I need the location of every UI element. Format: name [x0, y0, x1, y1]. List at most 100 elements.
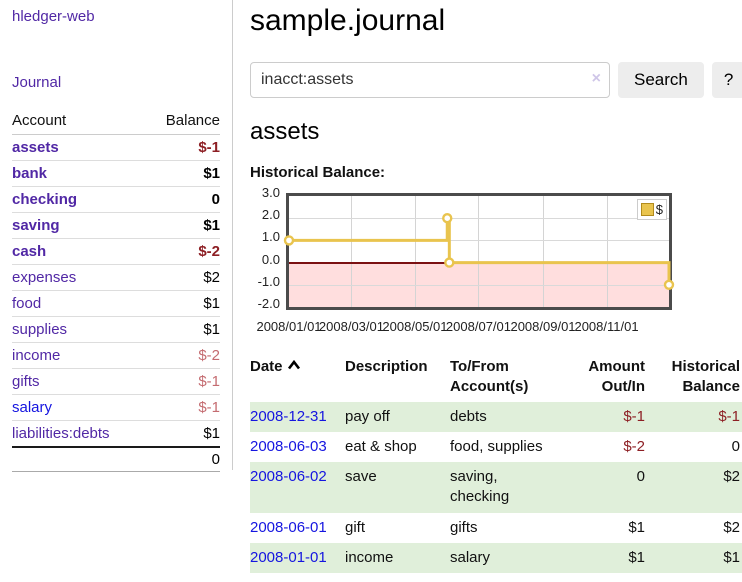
search-button[interactable]: Search	[618, 62, 704, 98]
accounts-header-balance: Balance	[145, 108, 220, 135]
main-content: sample.journal × Search ? assets Histori…	[233, 0, 742, 582]
transaction-date-link[interactable]: 2008-12-31	[250, 407, 327, 425]
transaction-balance: $2	[723, 468, 740, 485]
account-balance: $-1	[145, 134, 220, 161]
transaction-balance: $2	[723, 518, 740, 536]
account-link-bank[interactable]: bank	[12, 165, 48, 182]
account-balance: $1	[145, 420, 220, 448]
account-row: assets $-1	[12, 134, 220, 161]
app-brand-link[interactable]: hledger-web	[12, 8, 95, 25]
account-link-cash[interactable]: cash	[12, 243, 47, 260]
transaction-amount: 0	[636, 468, 645, 485]
legend-label: $	[655, 202, 663, 217]
transaction-date-link[interactable]: 2008-06-03	[250, 437, 327, 455]
register-row: 2008-06-01 gift gifts $1 $2	[250, 513, 742, 543]
account-row: income $-2	[12, 342, 220, 369]
transaction-description: income	[345, 548, 394, 566]
historical-balance-chart: 3.0 2.0 1.0 0.0 -1.0 -2.0 $ 2008/01/01 2008/03…	[250, 185, 742, 339]
chart-x-tick-label: 2008/01/01	[256, 319, 322, 334]
account-balance: $1	[145, 290, 220, 317]
account-balance: $1	[145, 160, 220, 187]
account-row: liabilities:debts $1	[12, 420, 220, 448]
account-balance: $2	[145, 264, 220, 291]
account-row: saving $1	[12, 212, 220, 239]
account-link-supplies[interactable]: supplies	[12, 321, 68, 338]
register-row: 2008-01-01 income salary $1 $1	[250, 542, 742, 573]
register-row: 2008-12-31 pay off debts $-1 $-1	[250, 401, 742, 432]
sidebar: hledger-web Journal Account Balance asse…	[0, 0, 233, 472]
chart-y-tick-label: 0.0	[261, 251, 280, 267]
help-button[interactable]: ?	[711, 62, 742, 98]
sidebar-item-journal[interactable]: Journal	[12, 74, 62, 91]
transaction-accounts: saving, checking	[450, 468, 510, 506]
register-table: Date Description To/From Account(s) Amou…	[250, 353, 742, 573]
account-link-income[interactable]: income	[12, 347, 61, 364]
account-row: bank $1	[12, 160, 220, 187]
chart-x-tick-label: 2008/09/01	[510, 319, 576, 334]
legend-swatch-icon	[640, 203, 654, 216]
chart-x-tick-label: 2008/03/01	[318, 319, 384, 334]
transaction-date-link[interactable]: 2008-06-02	[250, 468, 327, 485]
chart-title: Historical Balance:	[250, 164, 386, 181]
transaction-amount: $-1	[623, 407, 645, 425]
account-link-expenses[interactable]: expenses	[12, 269, 77, 286]
transaction-date-link[interactable]: 2008-01-01	[250, 548, 327, 566]
chart-line-svg	[283, 213, 675, 291]
transaction-amount: $1	[628, 548, 645, 566]
chart-y-tick-label: -1.0	[257, 273, 280, 289]
transaction-description: save	[345, 468, 377, 485]
account-balance: 0	[145, 186, 220, 213]
transaction-description: eat & shop	[345, 437, 417, 455]
search-bar: × Search ?	[250, 62, 742, 98]
accounts-header-account: Account	[12, 108, 146, 135]
account-row: supplies $1	[12, 316, 220, 343]
clear-search-icon[interactable]: ×	[591, 70, 601, 87]
transaction-balance: $1	[723, 548, 740, 566]
account-balance: $-1	[145, 394, 220, 421]
chart-y-tick-label: 1.0	[261, 229, 280, 245]
chart-legend: $	[636, 199, 667, 220]
account-balance: $-1	[145, 368, 220, 395]
account-heading: assets	[250, 118, 320, 145]
account-row: gifts $-1	[12, 368, 220, 395]
account-balance: $-2	[145, 342, 220, 369]
transaction-date-link[interactable]: 2008-06-01	[250, 518, 327, 536]
account-balance: $1	[145, 212, 220, 239]
account-link-food[interactable]: food	[12, 295, 42, 312]
search-input[interactable]	[250, 62, 610, 98]
chart-x-tick-label: 2008/07/01	[445, 319, 512, 334]
transaction-accounts: salary	[450, 548, 491, 566]
chart-y-tick-label: 2.0	[261, 207, 280, 223]
account-row: salary $-1	[12, 394, 220, 421]
transaction-accounts: food, supplies	[450, 437, 543, 455]
register-header-balance[interactable]: Historical Balance	[671, 358, 740, 396]
transaction-accounts: debts	[450, 407, 487, 425]
account-link-salary[interactable]: salary	[12, 399, 53, 416]
transaction-amount: $-2	[623, 437, 645, 455]
transaction-description: pay off	[345, 407, 390, 425]
chart-x-labels: 2008/01/01 2008/03/01 2008/05/01 2008/07/01…	[256, 319, 675, 337]
chart-x-tick-label: 2008/05/01	[382, 319, 448, 334]
transaction-balance: $-1	[718, 407, 740, 425]
transaction-balance: 0	[731, 437, 740, 455]
page-title: sample.journal	[250, 4, 446, 37]
register-header-amount[interactable]: Amount Out/In	[588, 358, 645, 396]
account-link-checking[interactable]: checking	[12, 191, 78, 208]
account-row: checking 0	[12, 186, 220, 213]
account-link-liabilities-debts[interactable]: liabilities:debts	[12, 425, 110, 442]
account-link-saving[interactable]: saving	[12, 217, 60, 234]
register-header-accounts[interactable]: To/From Account(s)	[450, 358, 529, 396]
account-balance: $-2	[145, 238, 220, 265]
sort-ascending-icon	[287, 359, 300, 370]
chart-plot: $	[283, 193, 675, 310]
account-link-assets[interactable]: assets	[12, 139, 59, 156]
chart-y-tick-label: -2.0	[257, 296, 280, 311]
chart-x-tick-label: 2008/11/01	[574, 319, 639, 334]
register-row: 2008-06-02 save saving, checking 0 $2	[250, 462, 742, 513]
account-link-gifts[interactable]: gifts	[12, 373, 40, 390]
accounts-total-value: 0	[145, 446, 220, 472]
register-header-date[interactable]: Date	[250, 353, 345, 402]
register-header-description[interactable]: Description	[345, 358, 428, 375]
accounts-total-row: 0	[12, 446, 220, 472]
